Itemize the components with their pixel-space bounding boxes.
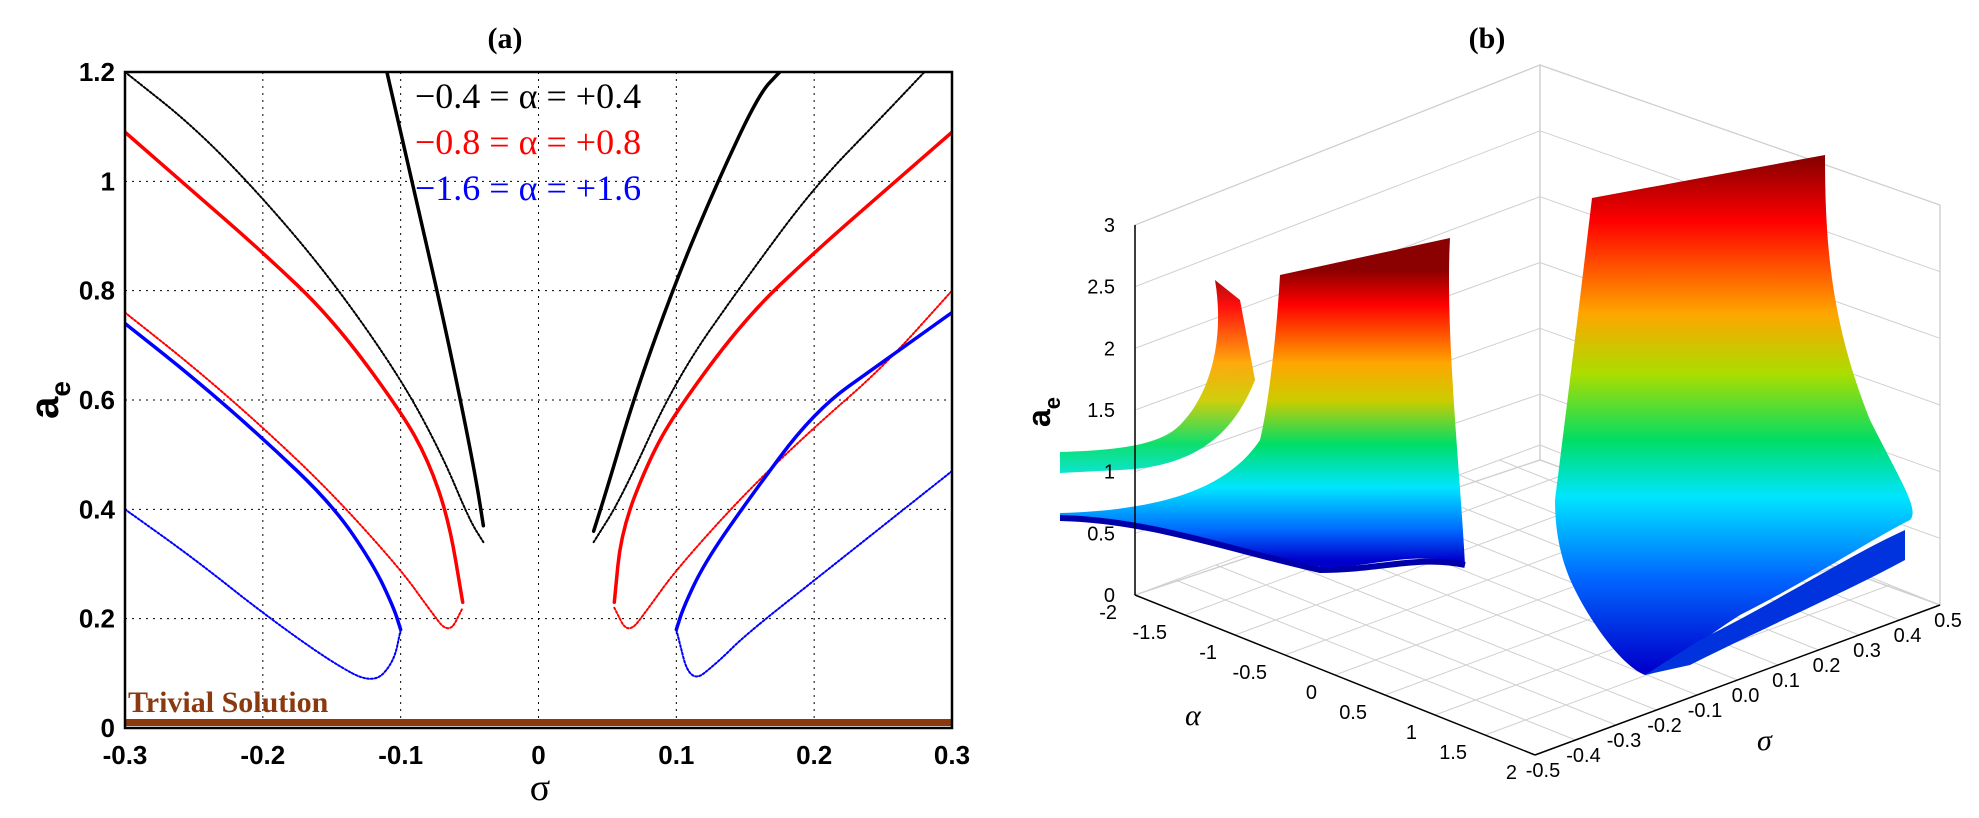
panel-b-sigma-axis-label: σ [1757, 724, 1773, 757]
panel-b-alpha-tick: -2 [1099, 602, 1117, 624]
panel-b-sigma-gridline [1175, 579, 1576, 741]
curve-ff0000-left-lower [125, 311, 464, 630]
panel-b-sigma-tick: -0.4 [1566, 745, 1600, 767]
curve-000000-left-lower [125, 72, 485, 544]
svg-text:ae: ae [23, 381, 76, 419]
panel-b-alpha-tick: -1.5 [1133, 622, 1167, 644]
panel-b-sigma-gridline [1215, 564, 1617, 726]
panel-a-x-tick: 0.1 [658, 740, 694, 770]
surface-right [1555, 155, 1913, 675]
surface-right-main [1555, 155, 1913, 675]
panel-b-3d-surface: (b) 00.511.522.53 -2-1.5-1-0.500.511.52 … [1021, 22, 1962, 784]
surface-right-lower-fold [1645, 530, 1905, 675]
panel-b-z-gridline [1539, 64, 1941, 206]
panel-b-z-tick: 2 [1104, 338, 1115, 360]
panel-a-2d-plot: (a) -0.3 -0.2 -0.1 0 0.1 0.2 0.3 0 0.2 0.4 0.6 0.8… [23, 22, 970, 809]
panel-a-x-tick: -0.3 [103, 740, 148, 770]
surface-left [1059, 238, 1466, 574]
panel-a-x-tick: -0.2 [240, 740, 285, 770]
panel-b-sigma-tick: 0.3 [1853, 640, 1881, 662]
panel-b-z-label-sub: e [1040, 397, 1065, 409]
panel-b-z-tick: 0.5 [1087, 523, 1115, 545]
panel-a-y-label-main: a [23, 396, 67, 419]
panel-a-y-tick: 0.6 [79, 385, 115, 415]
panel-a-y-tick: 1.2 [79, 57, 115, 87]
panel-b-sigma-tick: -0.5 [1526, 760, 1560, 782]
panel-a-x-tick: -0.1 [378, 740, 423, 770]
panel-b-sigma-tick: 0.4 [1894, 625, 1922, 647]
panel-b-z-label-main: a [1021, 409, 1057, 427]
panel-b-alpha-tick: 1 [1406, 722, 1417, 744]
panel-b-alpha-tick: -1 [1199, 642, 1217, 664]
panel-a-y-tick: 0 [101, 713, 115, 743]
panel-a-x-tick: 0.3 [934, 740, 970, 770]
panel-b-sigma-tick: -0.2 [1647, 715, 1681, 737]
panel-a-y-tick: 0.8 [79, 276, 115, 306]
panel-b-z-axis-label: ae [1021, 397, 1065, 427]
curve-ff0000-left-upper [125, 130, 465, 605]
panel-b-sigma-tick: 0.5 [1934, 610, 1962, 632]
curve-0000ff-right-lower [675, 470, 952, 678]
panel-b-alpha-tick-labels: -2 -1.5 -1 -0.5 0 0.5 1 1.5 2 [1099, 602, 1517, 784]
curve-0000ff-right-upper [674, 310, 952, 632]
curve-ff0000-right-lower [613, 289, 952, 630]
panel-b-z-tick: 0 [1104, 585, 1115, 607]
panel-a-curves [125, 72, 952, 727]
panel-b-z-tick-labels: 0 0.5 1 1.5 2 2.5 3 [1087, 215, 1115, 607]
panel-b-alpha-tick: 0 [1306, 682, 1317, 704]
panel-a-y-axis-label: ae [23, 381, 76, 419]
legend-entry-blue: −1.6 = α = +1.6 [415, 168, 641, 208]
panel-b-alpha-tick: 0.5 [1339, 702, 1367, 724]
panel-b-alpha-tick: -0.5 [1233, 662, 1267, 684]
panel-b-z-tick: 2.5 [1087, 277, 1115, 299]
panel-b-sigma-tick-labels: -0.5 -0.4 -0.3 -0.2 -0.1 0.0 0.1 0.2 0.3 0.4 0.5 [1526, 610, 1962, 782]
curve-0000ff-left-lower [125, 508, 402, 680]
alpha-axis-line [1134, 594, 1536, 756]
surface-left-lower-edge [1059, 515, 1466, 574]
panel-b-z-gridline [1134, 130, 1541, 288]
svg-text:ae: ae [1021, 397, 1065, 427]
panel-b-sigma-tick: 0.1 [1772, 670, 1800, 692]
sigma-axis-line [1534, 604, 1941, 756]
curve-000000-left-upper [385, 72, 486, 528]
surface-left-main [1060, 238, 1465, 568]
panel-a-y-tick: 0.2 [79, 604, 115, 634]
curve-0000ff-left-upper [125, 321, 403, 632]
legend-entry-red: −0.8 = α = +0.8 [415, 122, 641, 162]
panel-a-x-tick: 0 [531, 740, 545, 770]
panel-b-sigma-tick: 0.0 [1732, 685, 1760, 707]
surface-left-thin-wing [1060, 280, 1255, 473]
panel-a-y-tick: 1 [101, 166, 115, 196]
panel-b-sigma-gridline [1256, 549, 1657, 711]
panel-b-label: (b) [1469, 22, 1506, 55]
panel-a-x-axis-label: σ [530, 767, 550, 809]
curve-ff0000-right-upper [612, 130, 952, 605]
panel-b-z-tick: 1 [1104, 462, 1115, 484]
panel-b-z-tick: 1.5 [1087, 400, 1115, 422]
panel-a-axes-frame [123, 70, 954, 730]
panel-b-z-tick: 3 [1104, 215, 1115, 237]
panel-b-sigma-tick: 0.2 [1813, 655, 1841, 677]
panel-a-y-tick: 0.4 [79, 494, 116, 524]
trivial-solution-annotation: Trivial Solution [128, 686, 329, 719]
panel-b-alpha-tick: 1.5 [1439, 742, 1467, 764]
panel-a-y-tick-labels: 0 0.2 0.4 0.6 0.8 1 1.2 [79, 57, 116, 743]
panel-b-alpha-axis-label: α [1185, 699, 1202, 732]
panel-a-grid [125, 72, 952, 728]
panel-a-label: (a) [488, 22, 523, 55]
panel-a-x-tick-labels: -0.3 -0.2 -0.1 0 0.1 0.2 0.3 [103, 740, 970, 770]
panel-b-sigma-tick: -0.1 [1688, 700, 1722, 722]
panel-b-alpha-tick: 2 [1506, 762, 1517, 784]
panel-a-legend: −0.4 = α = +0.4 −0.8 = α = +0.8 −1.6 = α… [415, 76, 641, 208]
curve-000000-right-lower [592, 72, 926, 544]
panel-a-y-label-sub: e [45, 381, 76, 397]
curve-000000-right-upper [591, 72, 782, 533]
legend-entry-black: −0.4 = α = +0.4 [415, 76, 641, 116]
panel-b-z-gridline [1134, 64, 1541, 226]
panel-b-sigma-tick: -0.3 [1607, 730, 1641, 752]
panel-a-x-tick: 0.2 [796, 740, 832, 770]
